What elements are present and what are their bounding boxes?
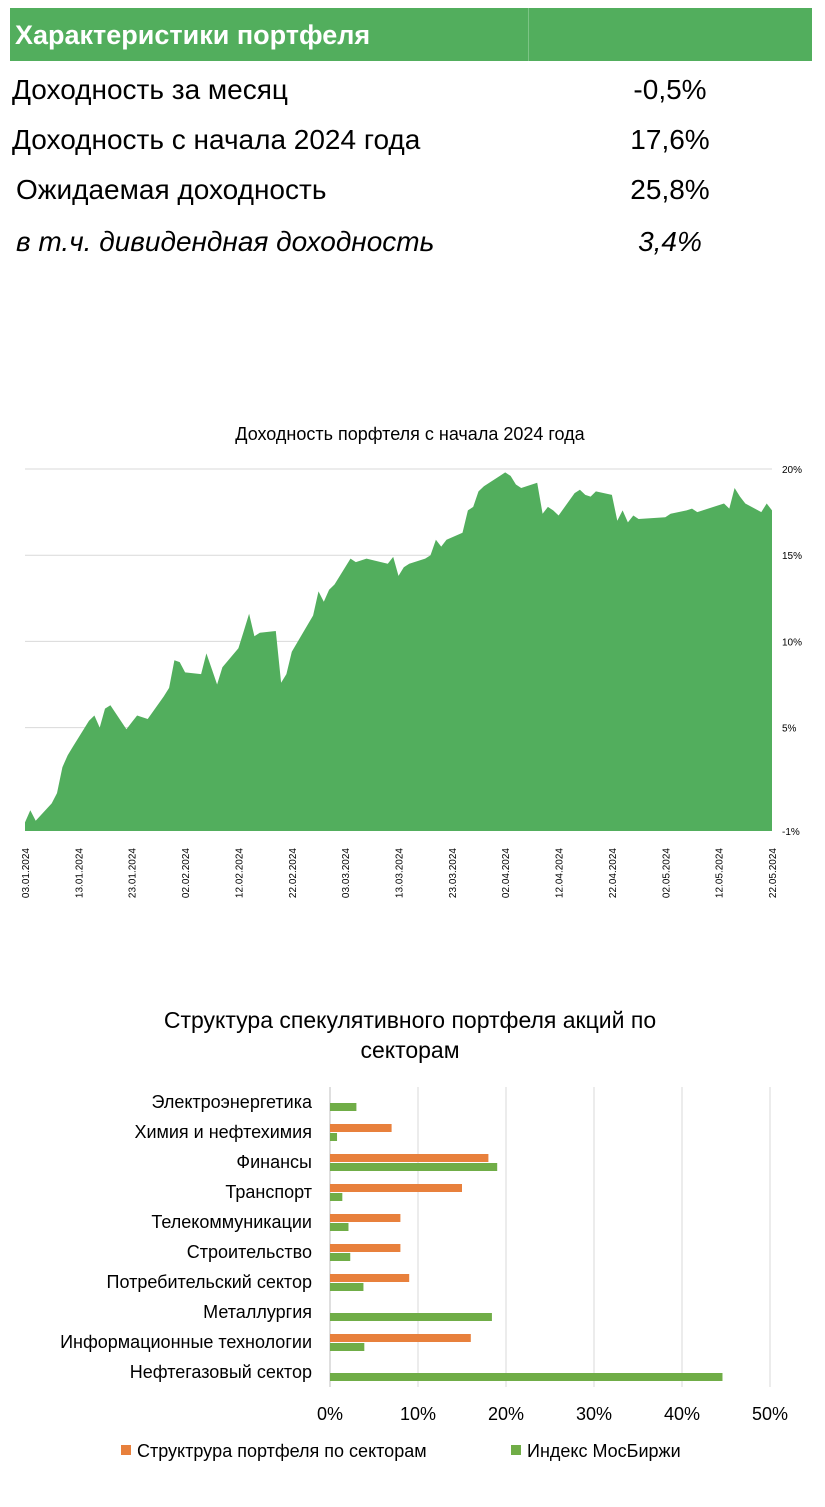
ytd-return-area-chart: Доходность порфтеля с начала 2024 года 2… xyxy=(21,424,802,898)
bar-category-label: Финансы xyxy=(236,1152,312,1172)
legend-label-portfolio: Структруpа портфеля по секторам xyxy=(137,1441,427,1461)
area-x-tick-label: 12.05.2024 xyxy=(715,848,726,898)
area-y-tick-label: 20% xyxy=(782,465,802,476)
stat-value-ytd: 17,6% xyxy=(630,124,710,155)
area-x-tick-label: 13.03.2024 xyxy=(395,848,406,898)
portfolio-header: Характеристики портфеля xyxy=(10,8,812,61)
bar-category-label: Химия и нефтехимия xyxy=(134,1122,312,1142)
bar-moex-index xyxy=(330,1373,723,1381)
area-x-tick-label: 03.01.2024 xyxy=(21,848,32,898)
bar-moex-index xyxy=(330,1313,492,1321)
bar-portfolio xyxy=(330,1274,410,1282)
bar-category-label: Электроэнергетика xyxy=(151,1092,312,1112)
area-x-tick-label: 02.02.2024 xyxy=(181,848,192,898)
bar-x-tick-label: 10% xyxy=(400,1404,436,1424)
area-x-tick-label: 12.02.2024 xyxy=(234,848,245,898)
legend-label-moex: Индекс МосБиржи xyxy=(527,1441,681,1461)
area-x-tick-label: 23.03.2024 xyxy=(448,848,459,898)
bar-moex-index xyxy=(330,1163,498,1171)
stat-label-expected: Ожидаемая доходность xyxy=(16,174,327,205)
area-x-tick-label: 23.01.2024 xyxy=(128,848,139,898)
area-series-fill xyxy=(25,472,772,831)
bar-moex-index xyxy=(330,1193,343,1201)
bar-moex-index xyxy=(330,1283,364,1291)
area-x-tick-label: 22.05.2024 xyxy=(768,848,779,898)
bar-moex-index xyxy=(330,1253,351,1261)
stat-value-dividend: 3,4% xyxy=(638,226,702,257)
bar-category-label: Транспорт xyxy=(225,1182,312,1202)
bar-portfolio xyxy=(330,1334,471,1342)
bar-category-label: Нефтегазовый сектор xyxy=(130,1362,312,1382)
bar-chart-title-line2: секторам xyxy=(360,1037,459,1063)
bar-category-label: Металлургия xyxy=(203,1302,312,1322)
area-chart-title: Доходность порфтеля с начала 2024 года xyxy=(235,424,585,444)
bar-x-tick-label: 50% xyxy=(752,1404,788,1424)
stat-label-dividend: в т.ч. дивидендная доходность xyxy=(16,226,435,257)
bar-portfolio xyxy=(330,1214,401,1222)
area-y-tick-label: 15% xyxy=(782,551,802,562)
area-y-tick-label: -1% xyxy=(782,827,800,838)
area-x-tick-label: 22.04.2024 xyxy=(608,848,619,898)
bar-category-label: Телекоммуникации xyxy=(151,1212,312,1232)
legend-swatch-moex xyxy=(511,1445,521,1455)
area-y-tick-label: 10% xyxy=(782,637,802,648)
bar-moex-index xyxy=(330,1133,338,1141)
area-x-tick-label: 13.01.2024 xyxy=(74,848,85,898)
area-x-tick-label: 12.04.2024 xyxy=(555,848,566,898)
legend-swatch-portfolio xyxy=(121,1445,131,1455)
bar-portfolio xyxy=(330,1244,401,1252)
bar-category-label: Строительство xyxy=(187,1242,312,1262)
bar-moex-index xyxy=(330,1223,349,1231)
stat-value-expected: 25,8% xyxy=(630,174,710,205)
area-x-tick-label: 02.04.2024 xyxy=(501,848,512,898)
area-x-tick-label: 02.05.2024 xyxy=(661,848,672,898)
area-x-tick-label: 22.02.2024 xyxy=(288,848,299,898)
header-title: Характеристики портфеля xyxy=(15,20,371,50)
stat-label-month: Доходность за месяц xyxy=(12,74,288,105)
bar-x-tick-label: 0% xyxy=(317,1404,343,1424)
bar-x-tick-label: 40% xyxy=(664,1404,700,1424)
bar-x-tick-label: 20% xyxy=(488,1404,524,1424)
bar-portfolio xyxy=(330,1184,462,1192)
stat-value-month: -0,5% xyxy=(633,74,707,105)
bar-moex-index xyxy=(330,1103,357,1111)
bar-category-label: Информационные технологии xyxy=(60,1332,312,1352)
bar-moex-index xyxy=(330,1343,365,1351)
bar-chart-title-line1: Структура спекулятивного портфеля акций … xyxy=(164,1007,656,1033)
area-y-tick-label: 5% xyxy=(782,724,797,735)
bar-x-tick-label: 30% xyxy=(576,1404,612,1424)
bar-portfolio xyxy=(330,1124,392,1132)
area-x-tick-label: 03.03.2024 xyxy=(341,848,352,898)
bar-category-label: Потребительский сектор xyxy=(107,1272,312,1292)
stat-label-ytd: Доходность с начала 2024 года xyxy=(12,124,421,155)
bar-portfolio xyxy=(330,1154,489,1162)
header-separator xyxy=(528,8,529,61)
